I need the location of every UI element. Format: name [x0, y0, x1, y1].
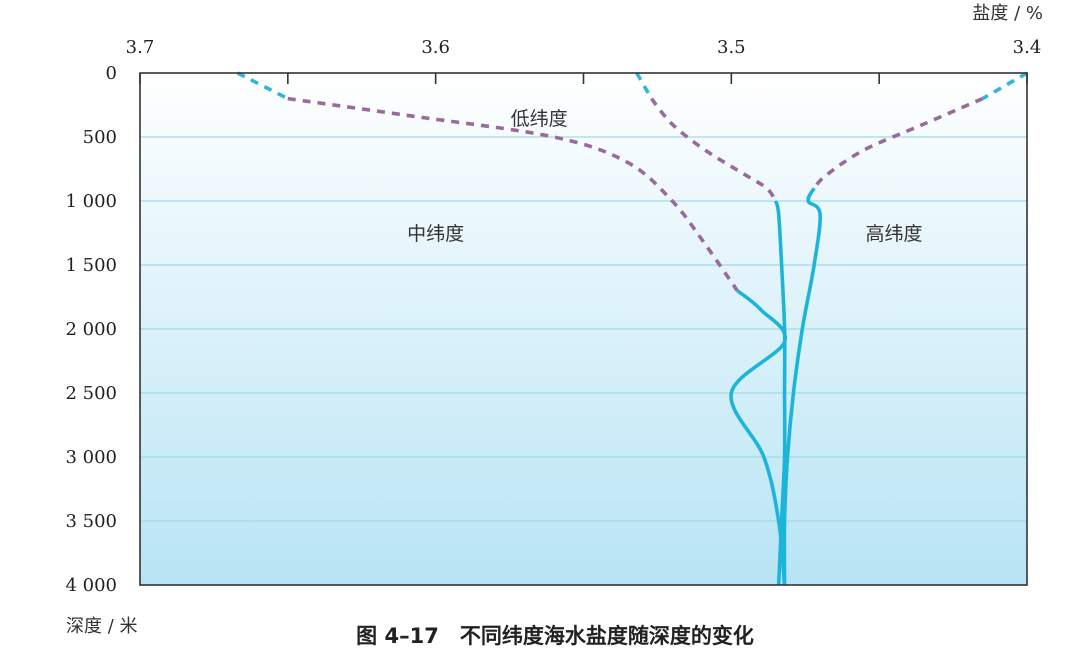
series-0-segment-0: [635, 72, 654, 100]
figure-caption: 图 4–17 不同纬度海水盐度随深度的变化: [356, 624, 754, 648]
y-tick-label-1: 500: [83, 127, 117, 148]
x-tick-label-0: 3.7: [126, 37, 155, 58]
x-tick-label-3: 3.4: [1013, 37, 1042, 58]
x-tick-label-1: 3.6: [421, 37, 450, 58]
series-2: [782, 71, 1028, 586]
series-label-1: 中纬度: [407, 223, 464, 245]
series-0: [635, 72, 787, 586]
y-tick-label-6: 3 000: [65, 447, 117, 468]
x-tick-label-2: 3.5: [717, 37, 746, 58]
series-2-segment-0: [981, 71, 1028, 101]
y-tick-label-8: 4 000: [65, 575, 117, 596]
series-0-segment-2: [773, 200, 787, 586]
series-1-segment-1: [287, 96, 739, 292]
tick-labels: 3.7 3.6 3.5 3.4 0 500 1 000 1 500 2 000 2 500 3 00…: [65, 37, 1041, 596]
y-tick-label-7: 3 500: [65, 511, 117, 532]
y-axis-title: 深度 / 米: [66, 616, 138, 637]
y-tick-label-2: 1 000: [65, 191, 117, 212]
series-label-0: 低纬度: [511, 108, 568, 130]
series-1-segment-2: [729, 289, 788, 586]
x-axis-title: 盐度 / %: [972, 3, 1043, 24]
series-2-segment-1: [812, 96, 984, 190]
series-1-segment-0: [236, 71, 289, 101]
y-tick-label-0: 0: [106, 63, 117, 84]
grid: [140, 136, 1027, 522]
series-1: [236, 71, 788, 586]
series-2-segment-2: [782, 187, 822, 586]
y-tick-label-3: 1 500: [65, 255, 117, 276]
axis-ticks: [139, 73, 1028, 84]
y-tick-label-5: 2 500: [65, 383, 117, 404]
y-tick-label-4: 2 000: [65, 319, 117, 340]
series-label-2: 高纬度: [865, 223, 922, 245]
series-group: [236, 71, 1028, 586]
